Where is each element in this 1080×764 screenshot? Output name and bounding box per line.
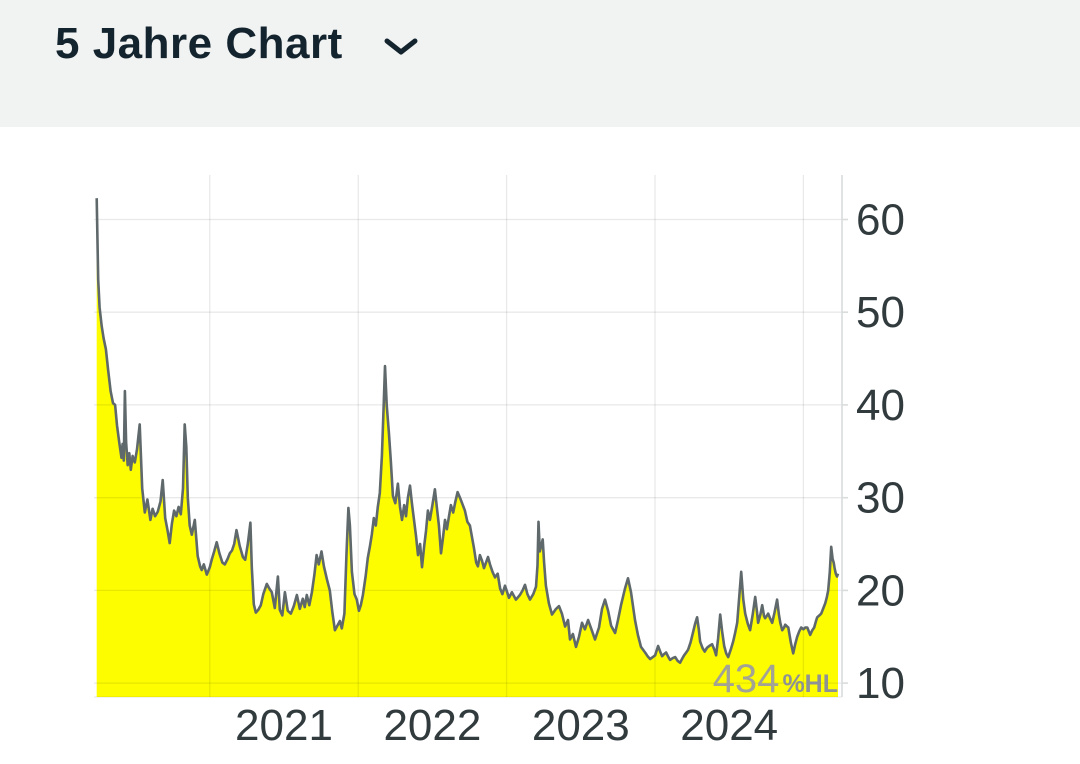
y-tick-label: 20 [856, 566, 905, 615]
chart-header: 5 Jahre Chart [0, 0, 1080, 127]
chart-title: 5 Jahre Chart [55, 19, 343, 68]
x-tick-label: 2024 [680, 701, 778, 750]
y-tick-label: 60 [856, 196, 905, 245]
x-tick-label: 2021 [235, 701, 333, 750]
chevron-down-icon [384, 38, 418, 55]
y-tick-label: 40 [856, 381, 905, 430]
chart-watermark: 434 %HL [713, 657, 838, 701]
x-tick-label: 2022 [383, 701, 481, 750]
x-tick-label: 2023 [532, 701, 630, 750]
y-tick-label: 50 [856, 288, 905, 337]
price-area [96, 198, 838, 697]
y-tick-label: 10 [856, 659, 905, 708]
watermark-suffix: %HL [782, 670, 838, 698]
watermark-number: 434 [713, 657, 780, 701]
chart-period-selector[interactable]: 5 Jahre Chart [55, 19, 419, 68]
y-tick-label: 30 [856, 474, 905, 523]
price-line [95, 198, 840, 664]
gridlines [94, 175, 842, 698]
